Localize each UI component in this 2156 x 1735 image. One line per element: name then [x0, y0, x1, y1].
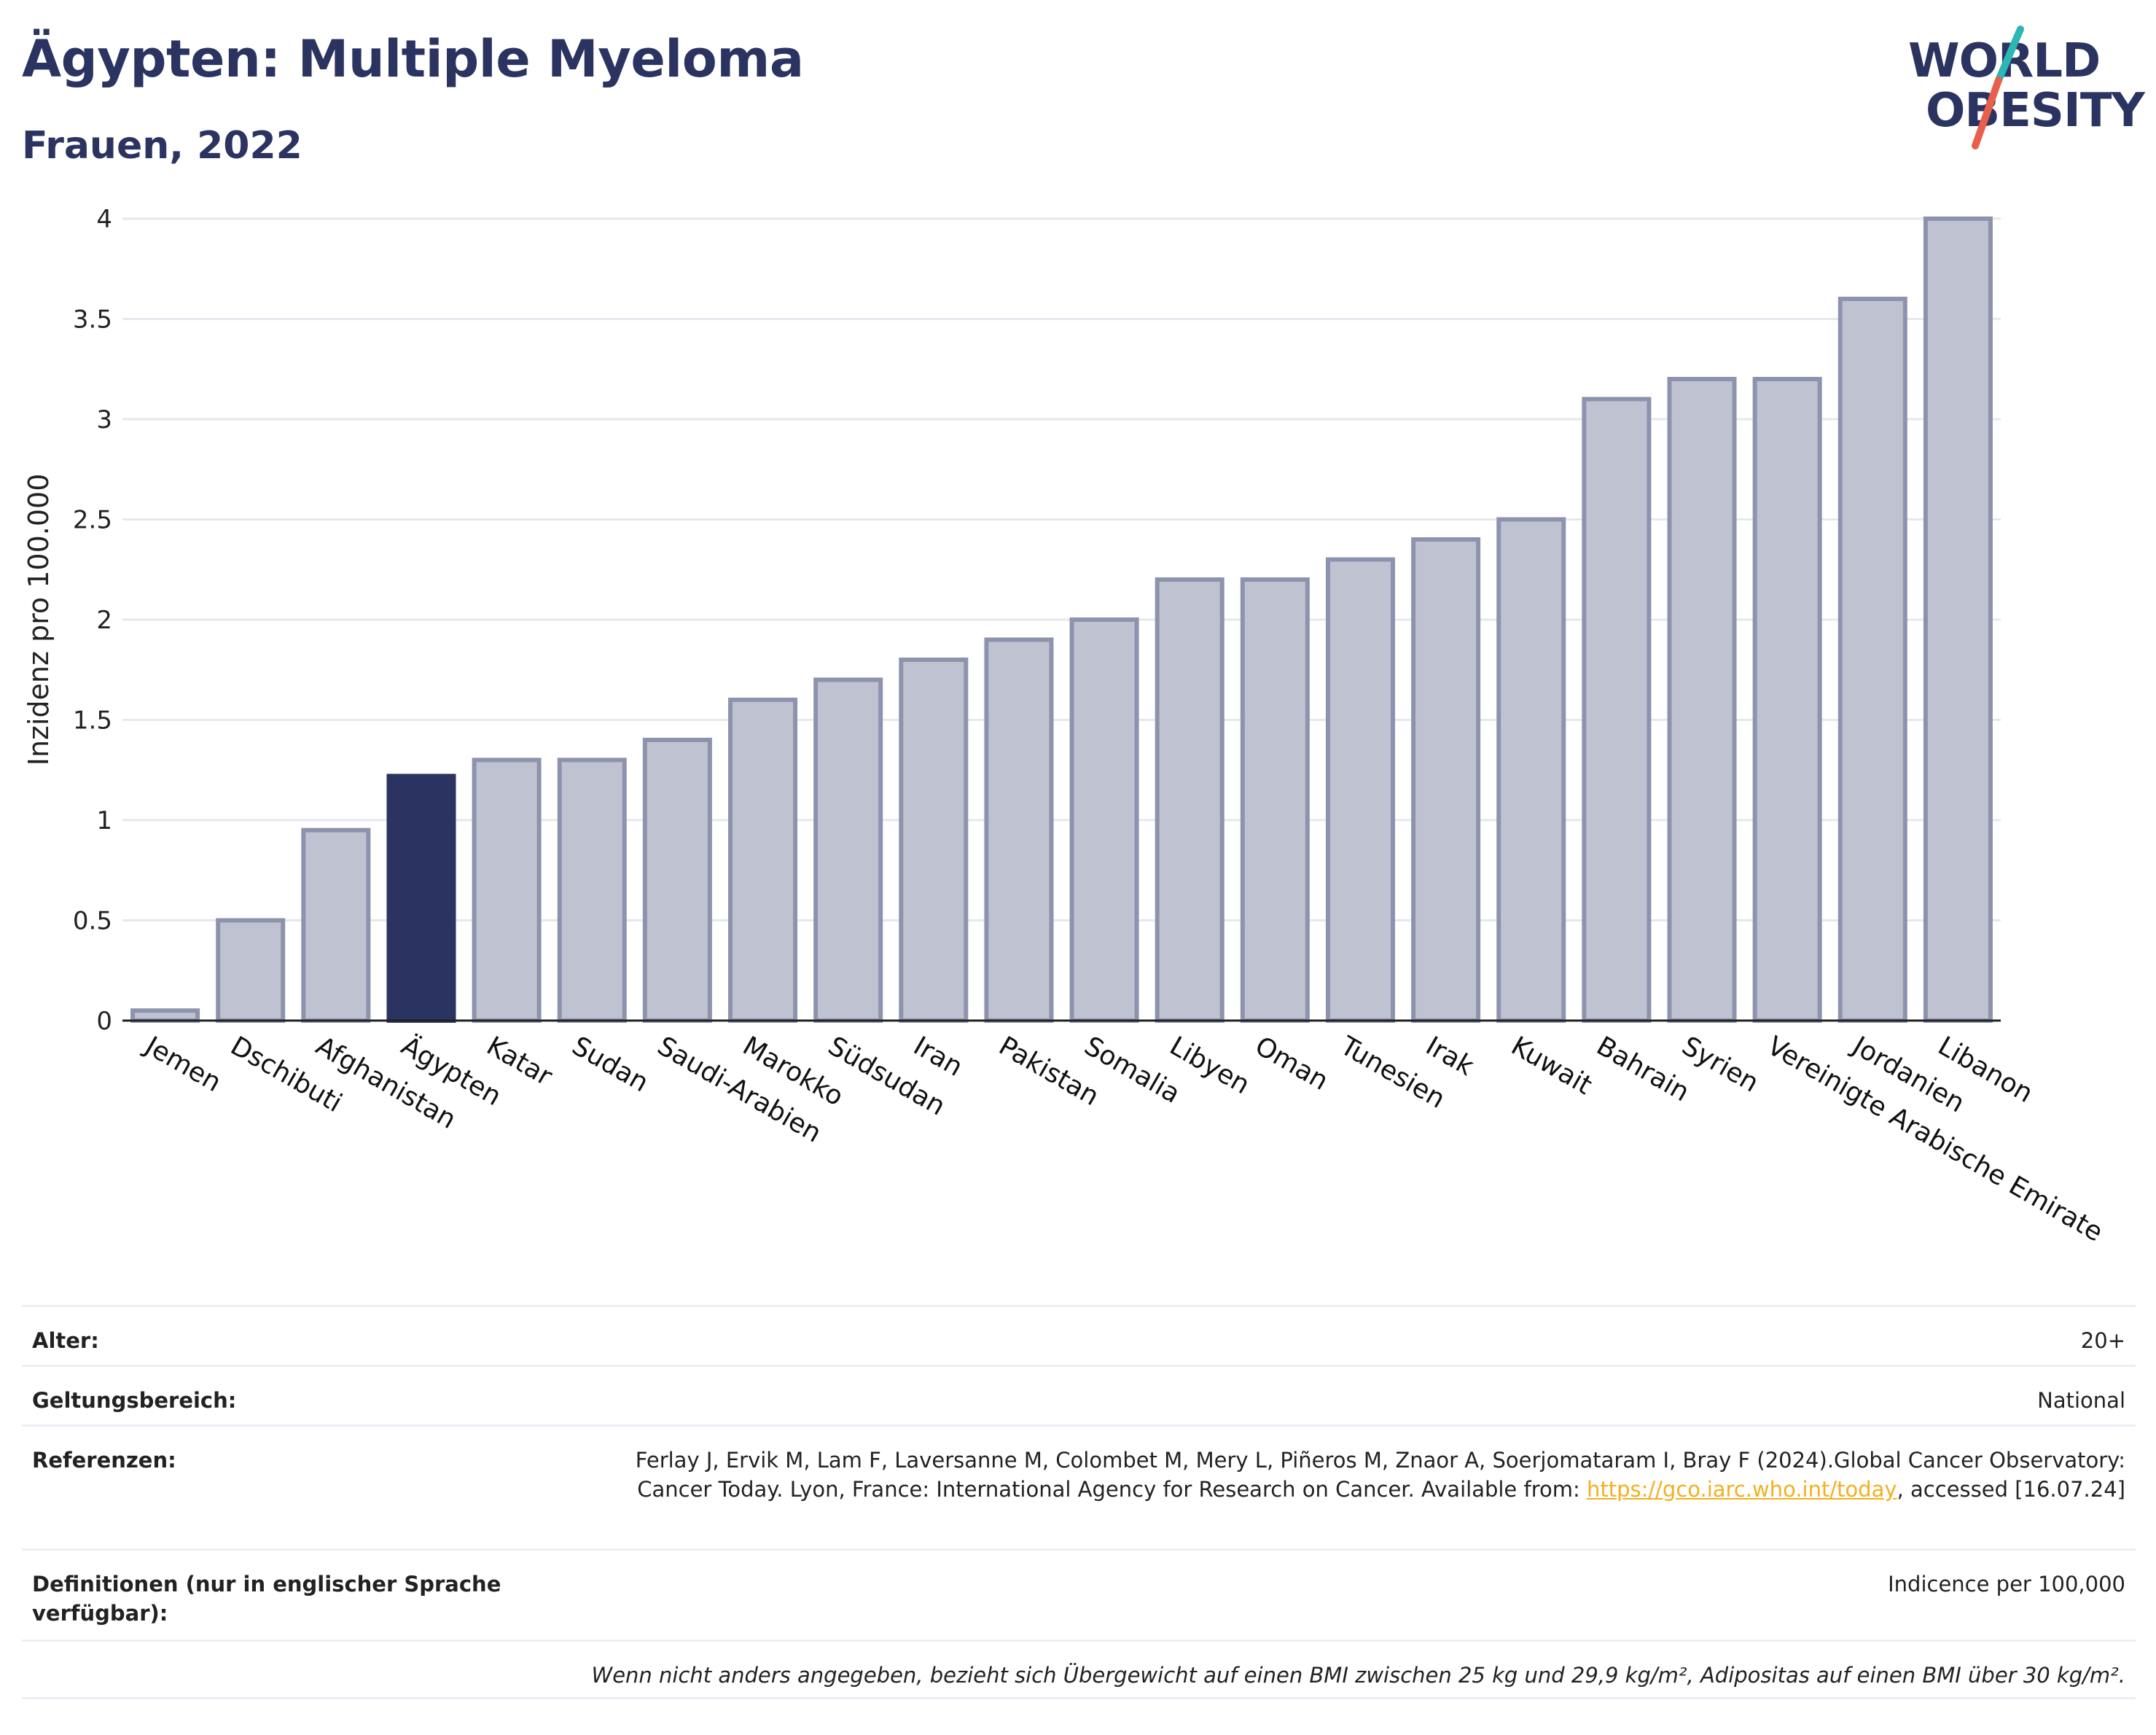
y-axis-ticks: 0 0.5 1 1.5 2 2.5 3 3.5 4 — [73, 205, 112, 1036]
bar-tunesien[interactable] — [1325, 557, 1395, 1023]
bar-oman[interactable] — [1240, 577, 1310, 1023]
x-tick-label: Kuwait — [1506, 1031, 1597, 1101]
references-accessed: , accessed [16.07.24] — [1897, 1477, 2125, 1502]
x-tick-label: Bahrain — [1591, 1031, 1694, 1107]
y-tick-label: 2.5 — [73, 506, 112, 535]
info-row-age: Alter: 20+ — [22, 1305, 2136, 1365]
bar-dschibuti[interactable] — [216, 918, 286, 1023]
bar-bahrain[interactable] — [1582, 397, 1652, 1023]
info-table: Alter: 20+ Geltungsbereich: National Ref… — [22, 1305, 2136, 1699]
bar-libanon[interactable] — [1923, 217, 1993, 1023]
bar-afghanistan[interactable] — [301, 827, 371, 1023]
bar-somalia[interactable] — [1069, 617, 1139, 1023]
scope-value: National — [2037, 1388, 2125, 1413]
info-row-note: Wenn nicht anders angegeben, bezieht sic… — [22, 1640, 2136, 1699]
y-tick-label: 0 — [96, 1007, 112, 1036]
bar-saudi-arabien[interactable] — [642, 738, 712, 1023]
definitions-value: Indicence per 100,000 — [1888, 1572, 2125, 1596]
bar-irak[interactable] — [1411, 537, 1481, 1023]
info-row-references: Referenzen: Ferlay J, Ervik M, Lam F, La… — [22, 1424, 2136, 1548]
world-obesity-logo[interactable]: WORLD OBESITY — [1902, 22, 2145, 153]
bar-chart: 0 0.5 1 1.5 2 2.5 3 3.5 4 JemenDschibutiAfghanis… — [23, 205, 2108, 1248]
age-value: 20+ — [2080, 1328, 2125, 1353]
bmi-note: Wenn nicht anders angegeben, bezieht sic… — [591, 1663, 2125, 1688]
bar-pakistan[interactable] — [984, 637, 1054, 1023]
y-tick-label: 3.5 — [73, 305, 112, 335]
y-axis-title: Inzidenz pro 100.000 — [23, 474, 55, 766]
scope-label: Geltungsbereich: — [32, 1388, 237, 1413]
bar-jemen[interactable] — [130, 1008, 200, 1023]
x-tick-label: Irak — [1421, 1031, 1479, 1082]
bar-katar[interactable] — [472, 757, 542, 1023]
bar-südsudan[interactable] — [813, 677, 883, 1023]
y-tick-label: 0.5 — [73, 907, 112, 936]
info-row-scope: Geltungsbereich: National — [22, 1365, 2136, 1424]
bar-ägypten[interactable] — [386, 773, 456, 1023]
x-tick-label: Jemen — [138, 1030, 226, 1098]
x-tick-label: Vereinigte Arabische Emirate — [1762, 1031, 2108, 1247]
page-subtitle: Frauen, 2022 — [22, 124, 302, 168]
bar-kuwait[interactable] — [1496, 517, 1566, 1023]
y-tick-label: 3 — [96, 405, 112, 434]
page-title: Ägypten: Multiple Myeloma — [22, 29, 804, 89]
x-tick-label: Iran — [908, 1031, 967, 1083]
logo-slash-icon — [1972, 26, 2024, 149]
age-label: Alter: — [32, 1328, 99, 1353]
references-label: Referenzen: — [32, 1448, 176, 1473]
bar-syrien[interactable] — [1667, 377, 1737, 1023]
x-tick-label: Oman — [1250, 1031, 1333, 1096]
bar-libyen[interactable] — [1155, 577, 1225, 1023]
info-row-definitions: Definitionen (nur in englischer Sprache … — [22, 1548, 2136, 1640]
bar-vereinigte-arabische-emirate[interactable] — [1752, 377, 1822, 1023]
references-text: Ferlay J, Ervik M, Lam F, Laversanne M, … — [635, 1448, 2125, 1502]
y-tick-label: 1 — [96, 806, 112, 835]
y-tick-label: 2 — [96, 606, 112, 635]
bar-jordanien[interactable] — [1837, 297, 1907, 1023]
references-link[interactable]: https://gco.iarc.who.int/today — [1586, 1477, 1897, 1502]
y-tick-label: 1.5 — [73, 706, 112, 736]
x-tick-label: Sudan — [567, 1031, 654, 1098]
bar-marokko[interactable] — [728, 698, 798, 1023]
chart-bars — [130, 217, 1993, 1023]
bar-sudan[interactable] — [557, 757, 627, 1023]
logo-line-2: OBESITY — [1926, 84, 2145, 138]
definitions-label: Definitionen (nur in englischer Sprache … — [32, 1572, 501, 1626]
y-tick-label: 4 — [96, 205, 112, 234]
references-value: Ferlay J, Ervik M, Lam F, Laversanne M, … — [595, 1446, 2125, 1504]
bar-iran[interactable] — [899, 658, 969, 1023]
